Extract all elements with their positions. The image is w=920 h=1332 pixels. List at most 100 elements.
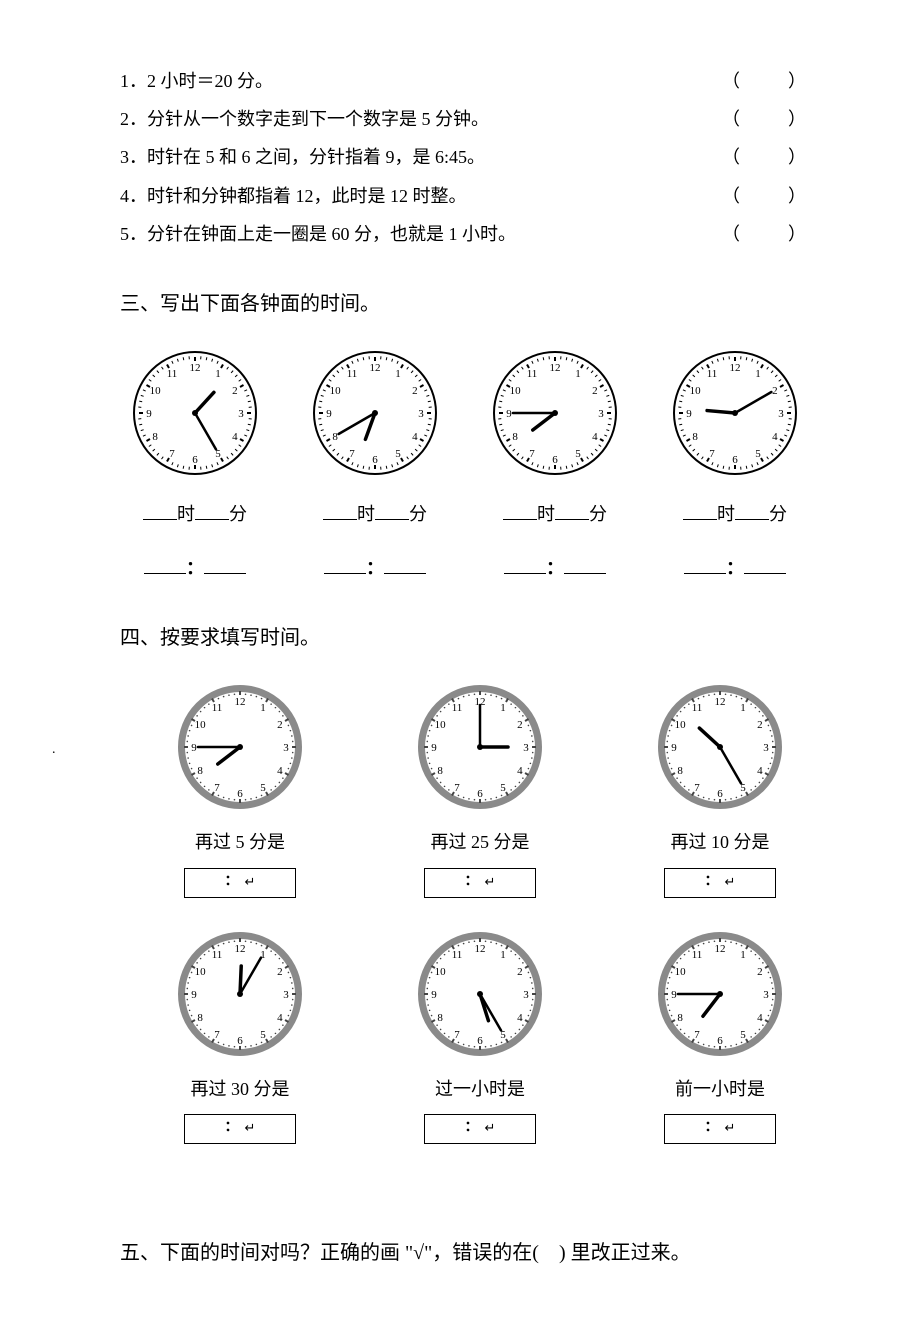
svg-text:2: 2: [517, 719, 523, 731]
colon-icon: ：: [705, 869, 719, 896]
svg-text:10: 10: [690, 385, 702, 397]
svg-text:8: 8: [677, 765, 683, 777]
svg-text:5: 5: [260, 1028, 266, 1040]
svg-text:1: 1: [215, 368, 221, 380]
svg-text:9: 9: [146, 408, 152, 420]
svg-text:5: 5: [500, 782, 506, 794]
sec4-cell: 123456789101112再过 25 分是：↵: [390, 677, 570, 897]
sec4-label: 再过 10 分是: [630, 825, 810, 859]
svg-text:12: 12: [550, 362, 561, 374]
tf-paren[interactable]: （ ）: [722, 140, 810, 174]
svg-text:4: 4: [517, 765, 523, 777]
svg-text:4: 4: [277, 1012, 283, 1024]
return-icon: ↵: [485, 1116, 496, 1141]
sec4-cell: 123456789101112前一小时是：↵: [630, 924, 810, 1144]
time-hm-blanks[interactable]: 时分: [120, 497, 270, 531]
tf-paren[interactable]: （ ）: [722, 102, 810, 136]
answer-box[interactable]: ：↵: [424, 1114, 536, 1144]
section5-title: 五、下面的时间对吗？正确的画 "√"，错误的在( ) 里改正过来。: [120, 1234, 810, 1272]
svg-text:12: 12: [235, 696, 246, 708]
svg-text:1: 1: [755, 368, 761, 380]
tf-paren[interactable]: （ ）: [722, 64, 810, 98]
return-icon: ↵: [485, 870, 496, 895]
svg-text:7: 7: [349, 448, 355, 460]
sec4-label: 再过 30 分是: [150, 1072, 330, 1106]
answer-box[interactable]: ：↵: [664, 868, 776, 898]
svg-text:3: 3: [778, 408, 784, 420]
svg-text:8: 8: [197, 1012, 203, 1024]
truefalse-list: 1．2 小时＝20 分。（ ） 2．分针从一个数字走到下一个数字是 5 分钟。 （ …: [120, 64, 810, 251]
svg-text:2: 2: [277, 719, 283, 731]
svg-text:6: 6: [552, 454, 558, 466]
svg-text:4: 4: [772, 431, 778, 443]
svg-text:3: 3: [598, 408, 604, 420]
clock-face: 123456789101112: [305, 343, 445, 483]
clock-face: 123456789101112: [170, 677, 310, 817]
time-hm-blanks[interactable]: 时分: [480, 497, 630, 531]
svg-text:3: 3: [283, 989, 289, 1001]
svg-text:1: 1: [575, 368, 581, 380]
answer-box[interactable]: ：↵: [424, 868, 536, 898]
svg-text:1: 1: [740, 702, 746, 714]
answer-box[interactable]: ：↵: [664, 1114, 776, 1144]
svg-text:3: 3: [763, 989, 769, 1001]
svg-text:9: 9: [686, 408, 692, 420]
svg-text:7: 7: [454, 1028, 460, 1040]
svg-text:4: 4: [592, 431, 598, 443]
svg-text:4: 4: [277, 765, 283, 777]
svg-text:7: 7: [169, 448, 175, 460]
tf-item: 1．2 小时＝20 分。（ ）: [120, 64, 810, 98]
svg-text:2: 2: [772, 385, 778, 397]
svg-text:9: 9: [671, 742, 677, 754]
return-icon: ↵: [725, 1116, 736, 1141]
tf-item: 4．时针和分钟都指着 12，此时是 12 时整。（ ）: [120, 179, 810, 213]
answer-box[interactable]: ：↵: [184, 868, 296, 898]
time-hm-blanks[interactable]: 时分: [660, 497, 810, 531]
time-hm-blanks[interactable]: 时分: [300, 497, 450, 531]
tf-item: 5．分针在钟面上走一圈是 60 分，也就是 1 小时。（ ）: [120, 217, 810, 251]
margin-dot: .: [52, 737, 56, 764]
tf-paren[interactable]: （ ）: [722, 217, 810, 251]
svg-text:2: 2: [517, 966, 523, 978]
tf-paren[interactable]: （ ）: [722, 179, 810, 213]
svg-text:2: 2: [757, 966, 763, 978]
answer-box[interactable]: ：↵: [184, 1114, 296, 1144]
svg-text:7: 7: [709, 448, 715, 460]
svg-text:6: 6: [717, 788, 723, 800]
svg-text:7: 7: [214, 782, 220, 794]
clock-cell: 123456789101112时分：: [120, 343, 270, 585]
svg-text:9: 9: [506, 408, 512, 420]
time-colon-blanks[interactable]: ：: [300, 551, 450, 585]
svg-text:1: 1: [395, 368, 401, 380]
svg-text:3: 3: [238, 408, 244, 420]
svg-text:4: 4: [232, 431, 238, 443]
time-colon-blanks[interactable]: ：: [480, 551, 630, 585]
return-icon: ↵: [245, 870, 256, 895]
svg-text:8: 8: [332, 431, 338, 443]
clock-face: 123456789101112: [410, 924, 550, 1064]
sec4-label: 再过 5 分是: [150, 825, 330, 859]
clock-face: 123456789101112: [485, 343, 625, 483]
sec4-label: 再过 25 分是: [390, 825, 570, 859]
svg-text:12: 12: [715, 696, 726, 708]
svg-text:12: 12: [190, 362, 201, 374]
clock-cell: 123456789101112时分：: [480, 343, 630, 585]
clock-face: 123456789101112: [665, 343, 805, 483]
tf-text: 2．分针从一个数字走到下一个数字是 5 分钟。: [120, 102, 489, 136]
sec4-cell: 123456789101112再过 30 分是：↵: [150, 924, 330, 1144]
svg-text:11: 11: [212, 702, 223, 714]
time-colon-blanks[interactable]: ：: [660, 551, 810, 585]
svg-text:5: 5: [755, 448, 761, 460]
colon-icon: ：: [705, 1115, 719, 1142]
svg-text:9: 9: [326, 408, 332, 420]
time-colon-blanks[interactable]: ：: [120, 551, 270, 585]
svg-text:8: 8: [152, 431, 158, 443]
svg-text:10: 10: [675, 719, 687, 731]
svg-text:2: 2: [232, 385, 238, 397]
svg-text:11: 11: [452, 702, 463, 714]
colon-icon: ：: [465, 1115, 479, 1142]
svg-text:11: 11: [452, 949, 463, 961]
svg-text:8: 8: [677, 1012, 683, 1024]
svg-text:10: 10: [195, 719, 207, 731]
svg-text:9: 9: [431, 742, 437, 754]
